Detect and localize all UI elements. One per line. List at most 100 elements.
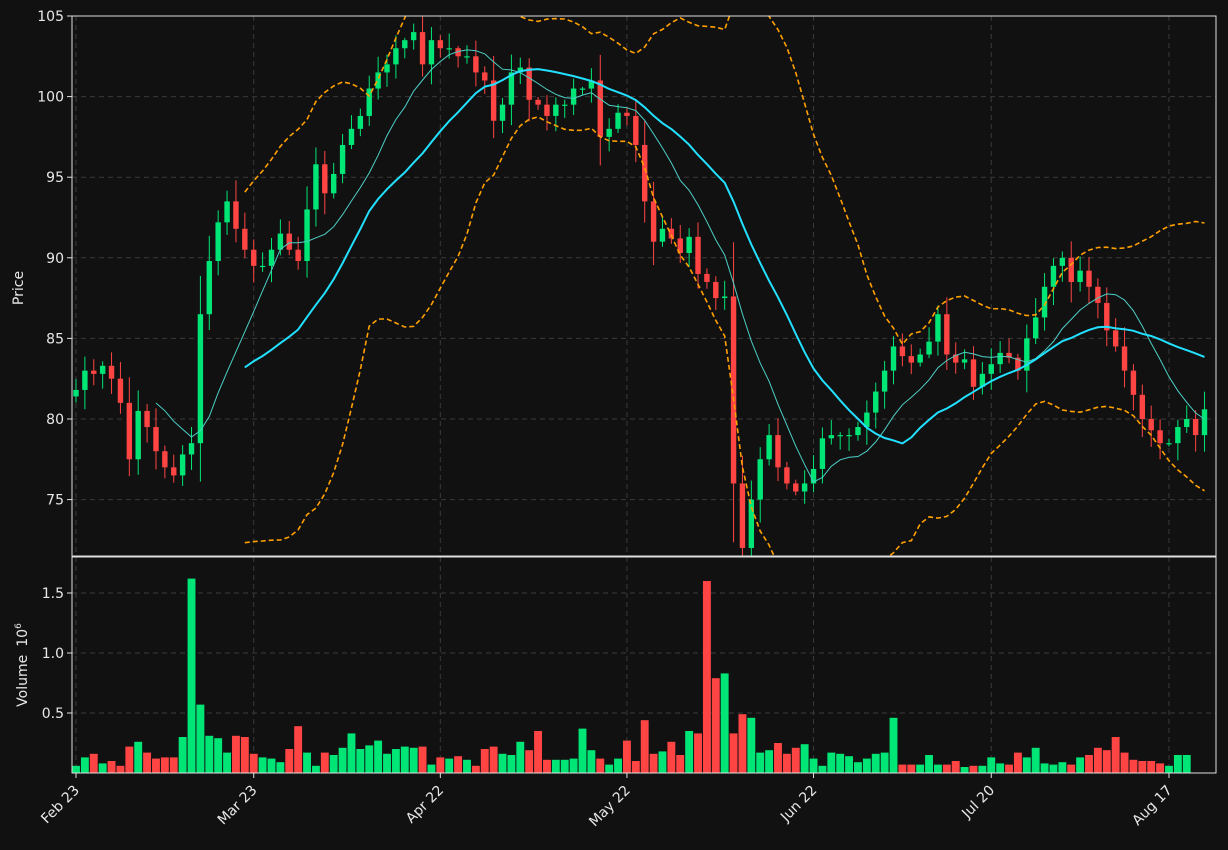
candle <box>784 461 790 490</box>
candle <box>428 27 435 85</box>
candle <box>979 362 986 395</box>
candle-body <box>713 281 719 299</box>
candle-body <box>810 468 817 484</box>
candle <box>473 40 479 87</box>
candle <box>953 342 959 374</box>
candle <box>926 327 932 359</box>
candle <box>482 66 488 94</box>
volume-bar <box>258 757 267 773</box>
candle-body <box>224 201 230 223</box>
candle-body <box>286 233 292 250</box>
candle-body <box>482 72 488 81</box>
candle-body <box>1006 352 1012 358</box>
price-tick-label: 95 <box>46 170 64 186</box>
candle <box>1059 251 1066 282</box>
volume-bar <box>116 765 125 773</box>
candle-body <box>508 72 515 105</box>
candle <box>410 23 417 50</box>
candle-body <box>1157 430 1163 444</box>
volume-bar <box>551 759 560 773</box>
volume-axis-title: Volume <box>15 655 31 707</box>
candle-body <box>322 164 328 194</box>
volume-bar <box>880 752 889 773</box>
candle <box>704 268 710 289</box>
volume-axis-scale: 10 <box>15 629 31 647</box>
volume-bar <box>1022 757 1031 773</box>
candle-body <box>953 354 959 363</box>
volume-bar <box>267 758 276 773</box>
candle-body <box>784 467 790 484</box>
candle-body <box>757 459 763 500</box>
candle <box>1015 353 1021 380</box>
candle <box>1121 327 1128 388</box>
candle <box>455 46 461 68</box>
candle-body <box>1068 257 1074 282</box>
lower-band-line <box>244 116 1205 556</box>
candle <box>766 424 772 466</box>
volume-axis-label: Volume 106 <box>14 623 31 707</box>
candle-body <box>1024 338 1030 371</box>
candle-body <box>793 483 799 492</box>
candle <box>659 215 666 247</box>
candle <box>695 222 701 289</box>
volume-bar <box>782 753 791 773</box>
volume-bar <box>516 741 525 773</box>
candle <box>224 190 230 235</box>
candle-body <box>357 115 364 129</box>
volume-bar <box>303 752 311 773</box>
candle <box>855 421 861 441</box>
candle-body <box>233 201 239 229</box>
volume-bar <box>365 745 374 773</box>
candle <box>544 95 550 131</box>
candle <box>73 378 79 403</box>
candle-body <box>91 370 97 374</box>
volume-bar <box>1067 764 1076 773</box>
candle <box>1130 364 1137 411</box>
volume-bar <box>143 752 152 773</box>
volume-bar <box>294 726 303 773</box>
candle <box>944 297 950 370</box>
candle <box>82 356 88 410</box>
candle-body <box>348 128 355 145</box>
volume-bar <box>507 755 516 773</box>
volume-bar <box>418 746 427 773</box>
candle <box>1184 405 1190 433</box>
candle <box>570 78 577 115</box>
volume-bar <box>196 704 205 773</box>
candle-body <box>1095 286 1101 303</box>
candle-body <box>570 88 577 105</box>
candle <box>1201 391 1208 452</box>
volume-bar <box>223 752 232 773</box>
volume-bar <box>800 744 809 773</box>
volume-panel-frame <box>71 556 1217 774</box>
candle-body <box>490 80 497 121</box>
candle <box>881 360 888 409</box>
candle-body <box>979 373 986 387</box>
candle-body <box>153 427 159 452</box>
candle-body <box>1041 286 1048 318</box>
candle-body <box>99 365 106 374</box>
volume-bar <box>1182 755 1191 773</box>
price-tick-label: 100 <box>37 90 64 106</box>
candle <box>437 35 444 58</box>
candle <box>1139 384 1146 437</box>
candle-body <box>650 201 657 242</box>
price-tick-label: 80 <box>46 412 64 428</box>
candle <box>197 275 204 482</box>
candle-body <box>464 56 470 58</box>
volume-bar <box>845 756 854 773</box>
candle <box>1157 419 1163 460</box>
volume-bar <box>578 728 587 773</box>
candle-body <box>633 115 639 145</box>
candle <box>988 348 994 390</box>
candle-body <box>295 249 301 262</box>
candle-body <box>375 72 381 89</box>
volume-bar <box>436 757 445 773</box>
candle <box>1112 318 1119 352</box>
candle <box>846 428 852 451</box>
candle-body <box>82 370 88 390</box>
volume-bar <box>240 737 249 773</box>
candle-body <box>588 80 595 89</box>
candle-body <box>1086 270 1092 287</box>
candle-body <box>419 32 426 65</box>
